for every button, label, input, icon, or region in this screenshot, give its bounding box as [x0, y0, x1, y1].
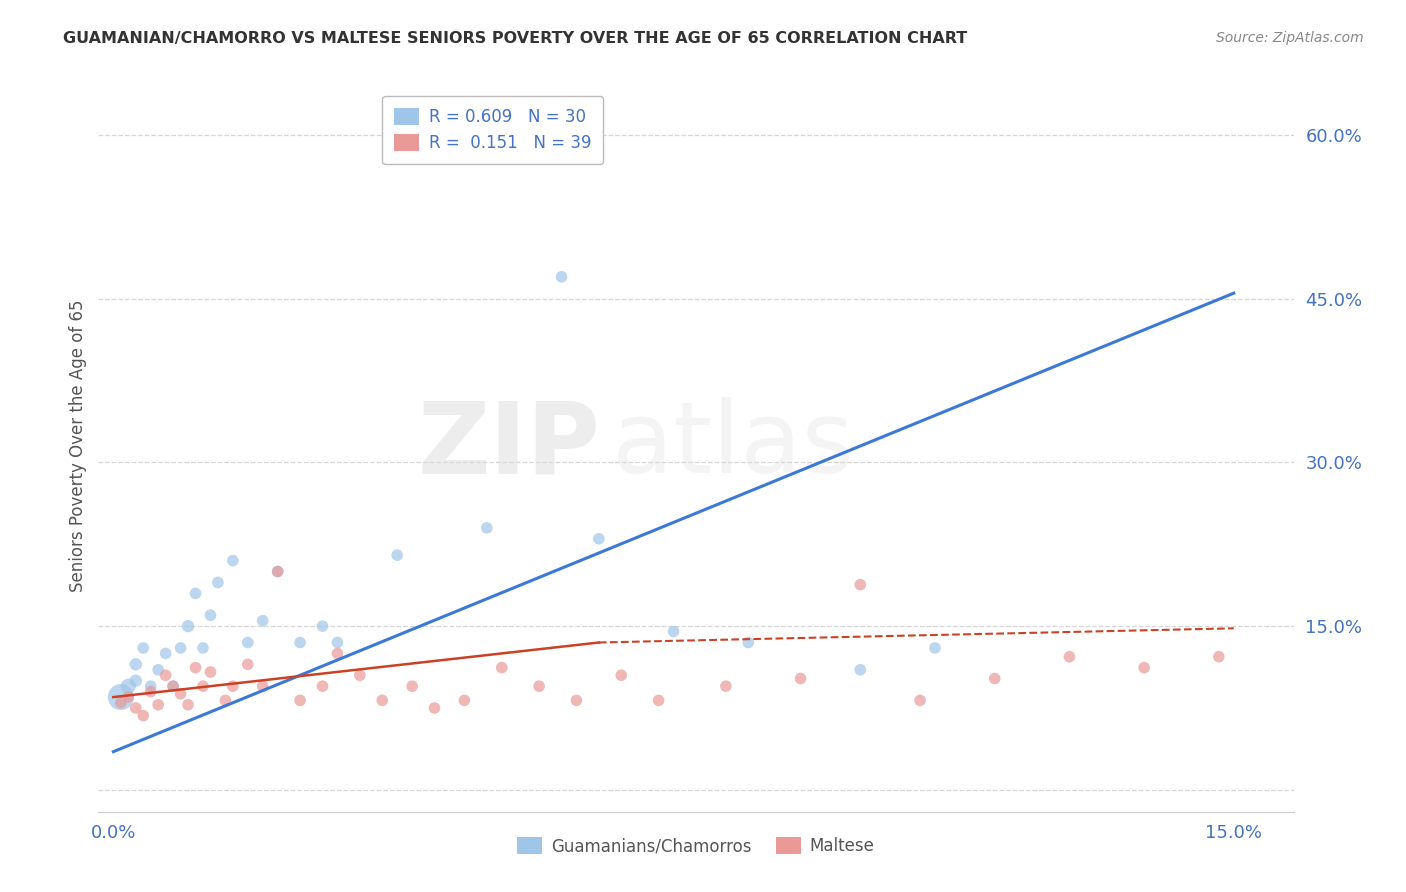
- Point: [139, 679, 162, 693]
- Point: [311, 619, 333, 633]
- Point: [191, 679, 214, 693]
- Point: [311, 679, 333, 693]
- Point: [125, 701, 148, 715]
- Point: [326, 647, 349, 661]
- Text: Source: ZipAtlas.com: Source: ZipAtlas.com: [1216, 31, 1364, 45]
- Point: [267, 565, 290, 579]
- Point: [162, 679, 184, 693]
- Point: [737, 635, 759, 649]
- Point: [401, 679, 423, 693]
- Point: [252, 614, 274, 628]
- Point: [117, 679, 139, 693]
- Point: [207, 575, 229, 590]
- Point: [385, 548, 409, 562]
- Point: [610, 668, 633, 682]
- Point: [139, 684, 162, 698]
- Point: [125, 657, 148, 672]
- Point: [1059, 649, 1081, 664]
- Point: [423, 701, 446, 715]
- Point: [214, 693, 236, 707]
- Point: [849, 577, 872, 591]
- Point: [191, 640, 214, 655]
- Point: [565, 693, 588, 707]
- Point: [162, 679, 184, 693]
- Point: [132, 640, 155, 655]
- Point: [110, 690, 132, 704]
- Point: [169, 640, 191, 655]
- Point: [200, 608, 222, 623]
- Legend: Guamanians/Chamorros, Maltese: Guamanians/Chamorros, Maltese: [510, 830, 882, 862]
- Text: GUAMANIAN/CHAMORRO VS MALTESE SENIORS POVERTY OVER THE AGE OF 65 CORRELATION CHA: GUAMANIAN/CHAMORRO VS MALTESE SENIORS PO…: [63, 31, 967, 46]
- Point: [155, 668, 177, 682]
- Point: [1133, 660, 1156, 674]
- Point: [177, 619, 200, 633]
- Y-axis label: Seniors Poverty Over the Age of 65: Seniors Poverty Over the Age of 65: [69, 300, 87, 592]
- Point: [849, 663, 872, 677]
- Point: [177, 698, 200, 712]
- Point: [117, 690, 139, 704]
- Point: [236, 635, 259, 649]
- Point: [155, 647, 177, 661]
- Point: [222, 679, 245, 693]
- Point: [475, 521, 498, 535]
- Point: [222, 554, 245, 568]
- Point: [662, 624, 685, 639]
- Point: [132, 708, 155, 723]
- Point: [527, 679, 550, 693]
- Point: [371, 693, 394, 707]
- Text: ZIP: ZIP: [418, 398, 600, 494]
- Point: [169, 687, 191, 701]
- Point: [453, 693, 475, 707]
- Point: [326, 635, 349, 649]
- Point: [984, 672, 1007, 686]
- Point: [200, 665, 222, 679]
- Point: [236, 657, 259, 672]
- Point: [148, 698, 170, 712]
- Point: [491, 660, 513, 674]
- Point: [714, 679, 737, 693]
- Point: [184, 586, 207, 600]
- Point: [789, 672, 811, 686]
- Point: [288, 693, 311, 707]
- Point: [184, 660, 207, 674]
- Point: [125, 673, 148, 688]
- Point: [349, 668, 371, 682]
- Point: [647, 693, 669, 707]
- Point: [1208, 649, 1230, 664]
- Point: [267, 565, 290, 579]
- Point: [550, 269, 572, 284]
- Point: [252, 679, 274, 693]
- Text: atlas: atlas: [613, 398, 853, 494]
- Point: [908, 693, 931, 707]
- Point: [110, 696, 132, 710]
- Point: [288, 635, 311, 649]
- Point: [148, 663, 170, 677]
- Point: [924, 640, 946, 655]
- Point: [588, 532, 610, 546]
